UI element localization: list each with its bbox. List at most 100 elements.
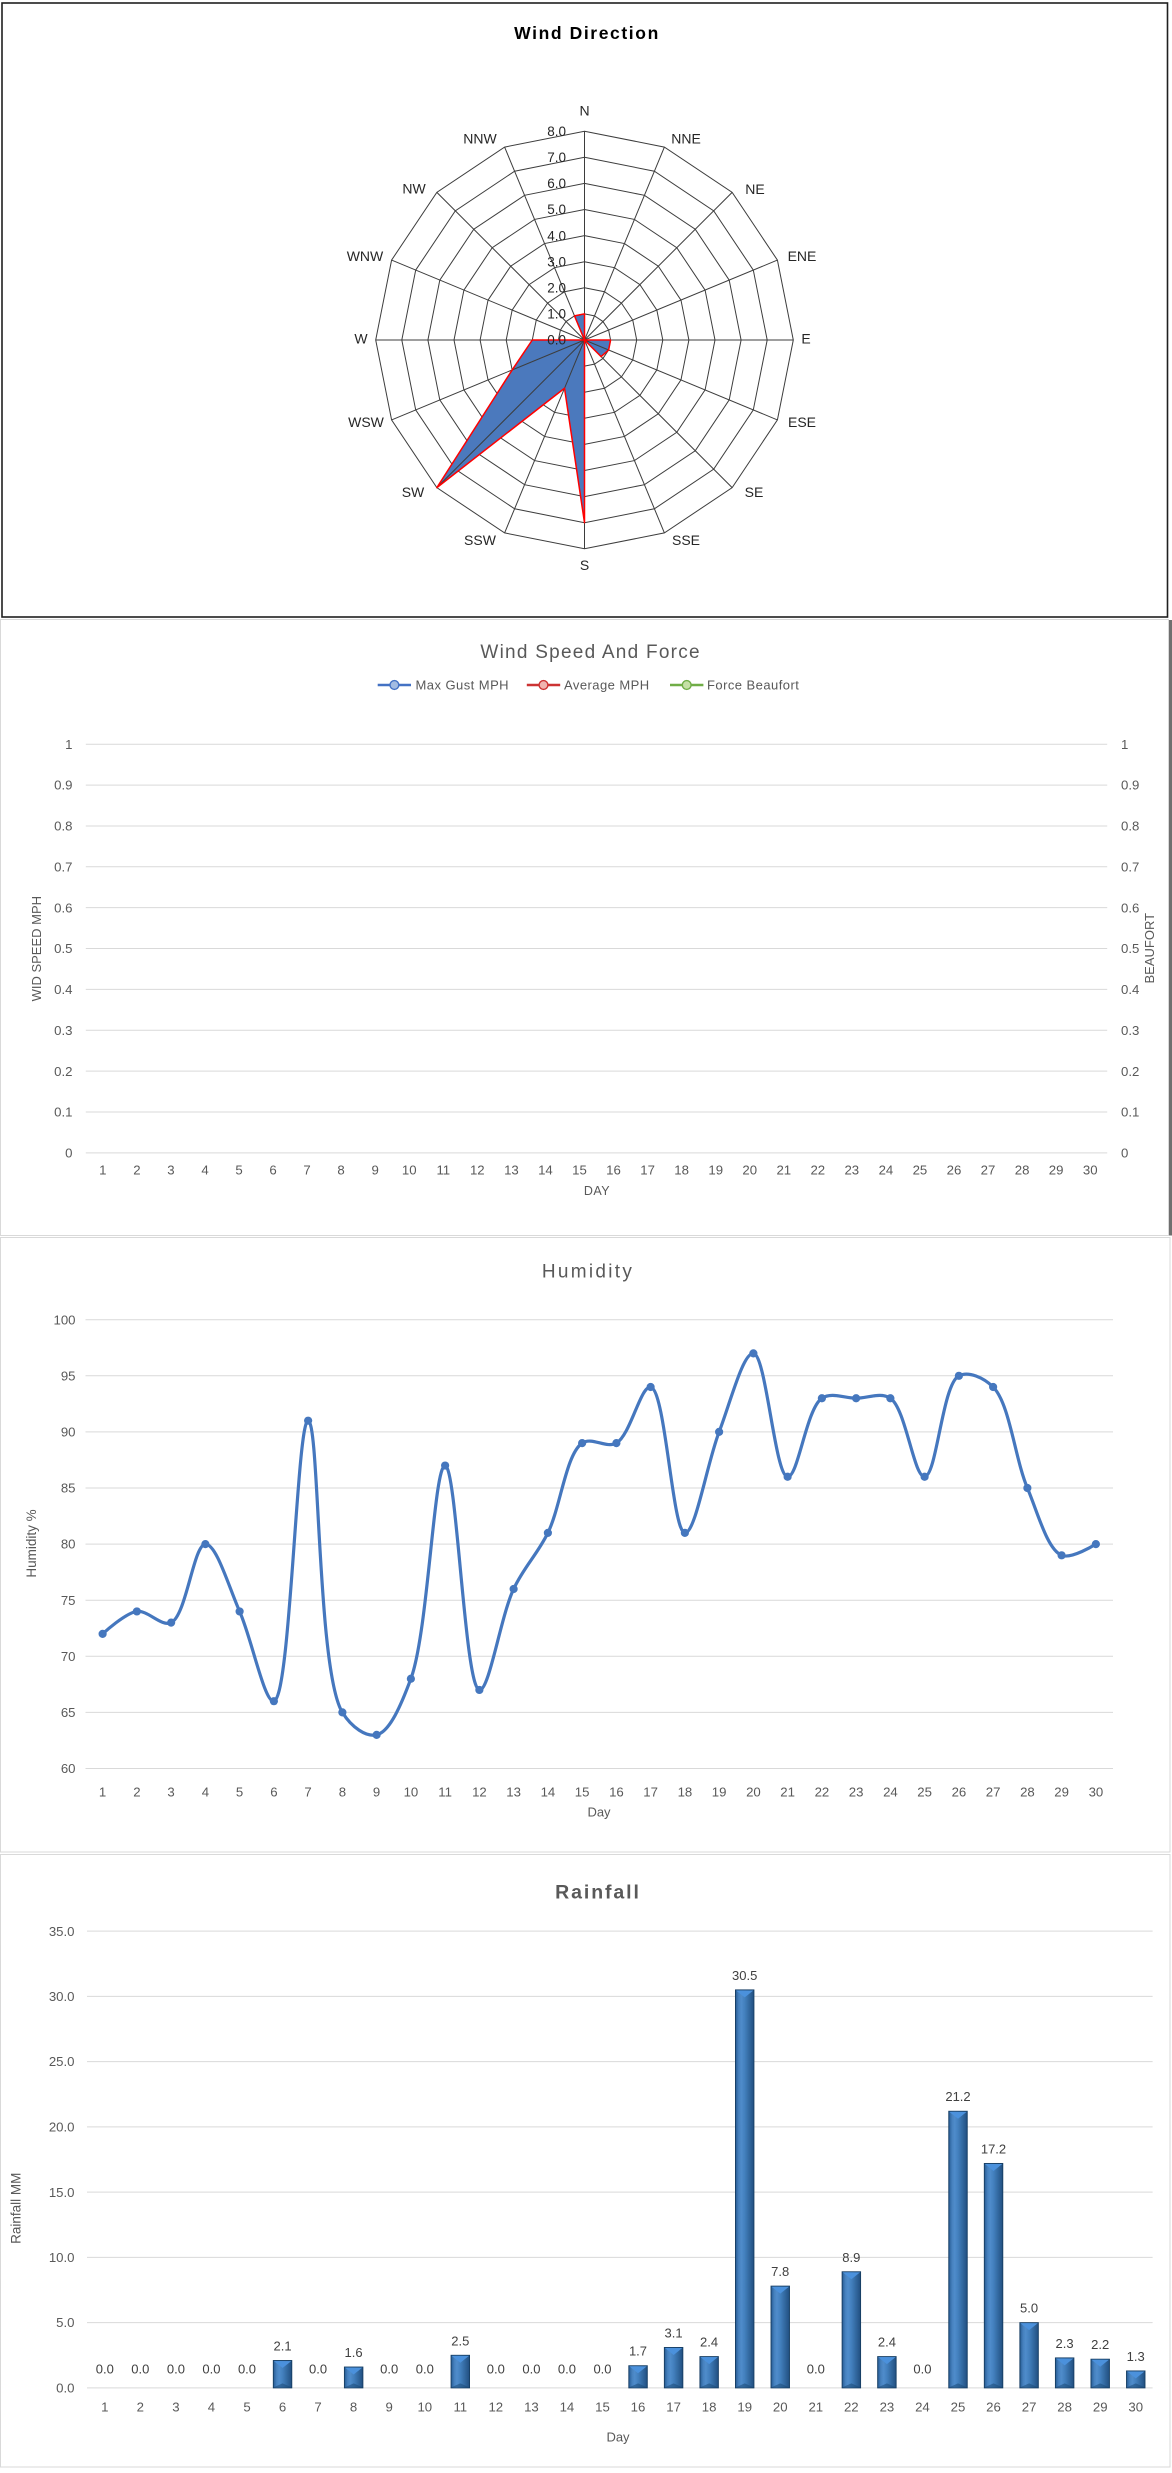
svg-text:2: 2 [133, 1163, 140, 1178]
svg-text:Average MPH: Average MPH [564, 678, 650, 693]
svg-text:30: 30 [1128, 2400, 1143, 2415]
svg-text:22: 22 [810, 1163, 825, 1178]
svg-text:0.1: 0.1 [1121, 1105, 1139, 1120]
svg-text:28: 28 [1057, 2400, 1072, 2415]
svg-text:3: 3 [167, 1785, 174, 1800]
svg-text:30.5: 30.5 [732, 1968, 757, 1983]
svg-text:8: 8 [337, 1163, 344, 1178]
svg-text:0.5: 0.5 [1121, 941, 1139, 956]
svg-text:3.1: 3.1 [665, 2325, 683, 2340]
svg-text:10: 10 [404, 1785, 419, 1800]
svg-text:8.9: 8.9 [842, 2250, 860, 2265]
svg-text:Day: Day [606, 2430, 630, 2445]
svg-text:25: 25 [917, 1785, 932, 1800]
svg-text:17: 17 [640, 1163, 655, 1178]
svg-text:WNW: WNW [347, 248, 384, 264]
svg-text:8: 8 [339, 1785, 346, 1800]
svg-text:10.0: 10.0 [49, 2250, 75, 2265]
svg-text:27: 27 [986, 1785, 1001, 1800]
svg-text:0.1: 0.1 [54, 1105, 72, 1120]
svg-text:NNE: NNE [671, 130, 701, 146]
svg-text:0.0: 0.0 [558, 2361, 576, 2376]
svg-text:1.0: 1.0 [547, 307, 566, 322]
svg-text:19: 19 [708, 1163, 723, 1178]
svg-text:18: 18 [674, 1163, 689, 1178]
svg-text:2: 2 [137, 2400, 144, 2415]
svg-text:SSE: SSE [672, 532, 700, 548]
svg-text:7: 7 [304, 1785, 311, 1800]
svg-text:23: 23 [880, 2400, 895, 2415]
svg-text:12: 12 [470, 1163, 485, 1178]
svg-text:0.6: 0.6 [1121, 900, 1139, 915]
svg-text:0.0: 0.0 [309, 2361, 327, 2376]
svg-text:W: W [354, 330, 368, 346]
svg-text:4.0: 4.0 [547, 228, 566, 243]
svg-text:65: 65 [61, 1705, 76, 1720]
svg-text:29: 29 [1054, 1785, 1069, 1800]
svg-text:80: 80 [61, 1537, 76, 1552]
svg-text:16: 16 [631, 2400, 646, 2415]
svg-text:1: 1 [101, 2400, 108, 2415]
svg-text:23: 23 [849, 1785, 864, 1800]
svg-text:28: 28 [1015, 1163, 1030, 1178]
svg-text:11: 11 [436, 1163, 450, 1178]
svg-text:0.0: 0.0 [131, 2361, 149, 2376]
svg-text:0.4: 0.4 [54, 982, 72, 997]
svg-text:3: 3 [172, 2400, 179, 2415]
svg-text:DAY: DAY [584, 1184, 610, 1198]
svg-text:Max Gust MPH: Max Gust MPH [416, 678, 510, 693]
svg-text:15.0: 15.0 [49, 2185, 75, 2200]
svg-text:2.1: 2.1 [274, 2339, 292, 2354]
svg-text:2.2: 2.2 [1091, 2337, 1109, 2352]
svg-text:2.3: 2.3 [1056, 2336, 1074, 2351]
svg-text:15: 15 [572, 1163, 587, 1178]
svg-text:0.0: 0.0 [913, 2361, 931, 2376]
svg-text:8.0: 8.0 [547, 124, 566, 139]
svg-text:0.2: 0.2 [54, 1064, 72, 1079]
svg-text:14: 14 [541, 1785, 556, 1800]
svg-text:BEAUFORT: BEAUFORT [1142, 913, 1157, 984]
svg-text:15: 15 [575, 1785, 590, 1800]
svg-text:1: 1 [99, 1785, 106, 1800]
svg-text:0.3: 0.3 [54, 1023, 72, 1038]
svg-text:25.0: 25.0 [49, 2054, 75, 2069]
svg-text:1.3: 1.3 [1127, 2349, 1145, 2364]
svg-text:19: 19 [712, 1785, 727, 1800]
svg-text:1: 1 [99, 1163, 106, 1178]
svg-text:0.0: 0.0 [96, 2361, 114, 2376]
svg-text:85: 85 [61, 1481, 76, 1496]
svg-text:2: 2 [133, 1785, 140, 1800]
svg-text:9: 9 [373, 1785, 380, 1800]
svg-text:75: 75 [61, 1593, 76, 1608]
svg-text:0.0: 0.0 [416, 2361, 434, 2376]
svg-text:Wind Speed And Force: Wind Speed And Force [480, 642, 700, 663]
svg-text:20: 20 [773, 2400, 788, 2415]
svg-text:11: 11 [438, 1785, 452, 1800]
svg-text:18: 18 [678, 1785, 693, 1800]
svg-text:N: N [579, 103, 589, 119]
svg-text:24: 24 [879, 1163, 894, 1178]
svg-text:0.8: 0.8 [1121, 819, 1139, 834]
svg-text:NW: NW [402, 180, 426, 196]
svg-text:E: E [801, 330, 810, 346]
svg-text:5: 5 [236, 1785, 243, 1800]
svg-text:21: 21 [808, 2400, 823, 2415]
svg-text:20: 20 [742, 1163, 757, 1178]
svg-text:0.3: 0.3 [1121, 1023, 1139, 1038]
svg-text:24: 24 [883, 1785, 898, 1800]
svg-text:6: 6 [279, 2400, 286, 2415]
svg-text:16: 16 [609, 1785, 624, 1800]
svg-text:24: 24 [915, 2400, 930, 2415]
svg-text:22: 22 [815, 1785, 830, 1800]
svg-text:10: 10 [402, 1163, 417, 1178]
svg-text:18: 18 [702, 2400, 717, 2415]
svg-text:WID SPEED MPH: WID SPEED MPH [29, 896, 44, 1001]
svg-text:26: 26 [986, 2400, 1001, 2415]
svg-text:1.7: 1.7 [629, 2344, 647, 2359]
svg-text:S: S [580, 557, 589, 573]
svg-text:5.0: 5.0 [547, 202, 566, 217]
svg-text:13: 13 [506, 1785, 521, 1800]
svg-text:30: 30 [1089, 1785, 1104, 1800]
svg-text:15: 15 [595, 2400, 610, 2415]
svg-text:1: 1 [65, 737, 72, 752]
